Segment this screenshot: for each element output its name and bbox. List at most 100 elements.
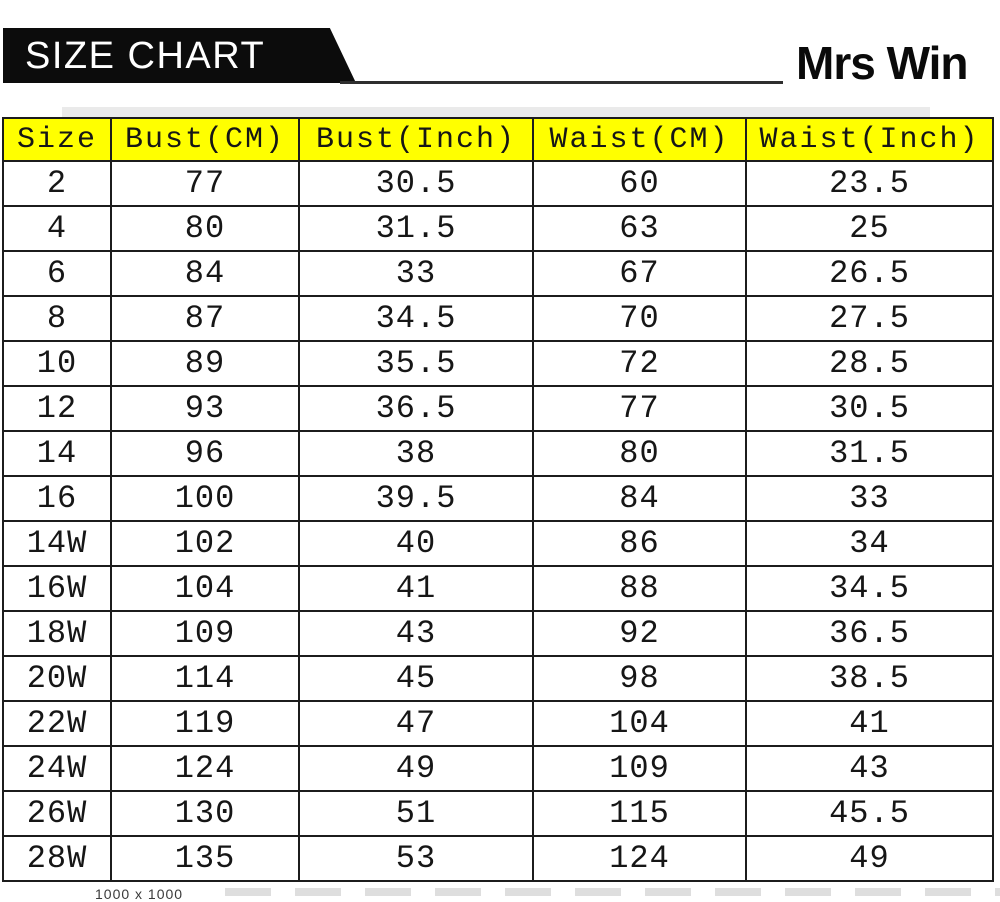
table-cell: 33 [298,250,534,297]
table-cell: 51 [298,790,534,837]
table-cell: 4 [2,205,112,252]
size-table: Size Bust(CM) Bust(Inch) Waist(CM) Waist(Inc… [2,117,994,882]
thumbnail-tile [225,888,271,896]
table-cell: 16 [2,475,112,522]
thumbnail-tile [365,888,411,896]
header-row: Size Bust(CM) Bust(Inch) Waist(CM) Waist(Inc… [2,117,994,162]
table-cell: 80 [110,205,300,252]
table-row: 10 89 35.5 72 28.5 [2,340,994,387]
table-row: 16W 104 41 88 34.5 [2,565,994,612]
table-cell: 26W [2,790,112,837]
table-cell: 20W [2,655,112,702]
table-cell: 6 [2,250,112,297]
size-table-header: Size Bust(CM) Bust(Inch) Waist(CM) Waist(Inc… [2,117,994,162]
table-cell: 93 [110,385,300,432]
column-header: Waist(Inch) [745,117,994,162]
table-cell: 23.5 [745,160,994,207]
table-cell: 89 [110,340,300,387]
thumbnail-tile [575,888,621,896]
table-cell: 31.5 [298,205,534,252]
table-row: 24W 124 49 109 43 [2,745,994,792]
table-cell: 124 [532,835,747,882]
table-cell: 53 [298,835,534,882]
table-cell: 87 [110,295,300,342]
brand-logo-text: Mrs Win [796,37,968,89]
table-row: 26W 130 51 115 45.5 [2,790,994,837]
table-cell: 35.5 [298,340,534,387]
thumbnail-tile [645,888,691,896]
table-cell: 45 [298,655,534,702]
table-row: 14W 102 40 86 34 [2,520,994,567]
table-cell: 109 [110,610,300,657]
column-header: Bust(Inch) [298,117,534,162]
table-cell: 47 [298,700,534,747]
table-row: 12 93 36.5 77 30.5 [2,385,994,432]
table-cell: 14 [2,430,112,477]
table-cell: 104 [532,700,747,747]
table-cell: 36.5 [298,385,534,432]
table-cell: 34.5 [298,295,534,342]
table-cell: 10 [2,340,112,387]
table-cell: 41 [745,700,994,747]
thumbnail-dimension-label: 1000 x 1000 [95,886,184,902]
table-cell: 115 [532,790,747,837]
table-cell: 34.5 [745,565,994,612]
table-cell: 88 [532,565,747,612]
table-cell: 31.5 [745,430,994,477]
table-cell: 16W [2,565,112,612]
table-cell: 41 [298,565,534,612]
table-row: 6 84 33 67 26.5 [2,250,994,297]
table-cell: 33 [745,475,994,522]
background-strip [62,107,930,118]
column-header: Waist(CM) [532,117,747,162]
table-cell: 49 [745,835,994,882]
table-cell: 109 [532,745,747,792]
table-cell: 28W [2,835,112,882]
table-cell: 124 [110,745,300,792]
table-cell: 84 [110,250,300,297]
table-cell: 26.5 [745,250,994,297]
thumbnail-tile [995,888,1000,896]
table-cell: 39.5 [298,475,534,522]
table-cell: 60 [532,160,747,207]
table-cell: 38.5 [745,655,994,702]
table-cell: 77 [110,160,300,207]
table-cell: 38 [298,430,534,477]
thumbnail-tile [505,888,551,896]
thumbnail-tile [295,888,341,896]
table-cell: 25 [745,205,994,252]
table-cell: 18W [2,610,112,657]
thumbnail-tile [925,888,971,896]
thumbnail-tile [715,888,761,896]
table-row: 2 77 30.5 60 23.5 [2,160,994,207]
table-cell: 72 [532,340,747,387]
table-cell: 92 [532,610,747,657]
table-cell: 67 [532,250,747,297]
table-cell: 30.5 [298,160,534,207]
table-cell: 36.5 [745,610,994,657]
table-cell: 98 [532,655,747,702]
column-header: Size [2,117,112,162]
table-row: 8 87 34.5 70 27.5 [2,295,994,342]
table-row: 16 100 39.5 84 33 [2,475,994,522]
table-cell: 63 [532,205,747,252]
table-cell: 86 [532,520,747,567]
table-cell: 96 [110,430,300,477]
table-cell: 70 [532,295,747,342]
table-cell: 2 [2,160,112,207]
table-cell: 104 [110,565,300,612]
table-row: 28W 135 53 124 49 [2,835,994,882]
table-cell: 30.5 [745,385,994,432]
table-cell: 24W [2,745,112,792]
thumbnail-tile [435,888,481,896]
table-cell: 80 [532,430,747,477]
thumbnail-tile [855,888,901,896]
table-cell: 49 [298,745,534,792]
table-cell: 77 [532,385,747,432]
table-cell: 43 [298,610,534,657]
table-cell: 27.5 [745,295,994,342]
table-cell: 28.5 [745,340,994,387]
table-cell: 119 [110,700,300,747]
table-cell: 12 [2,385,112,432]
